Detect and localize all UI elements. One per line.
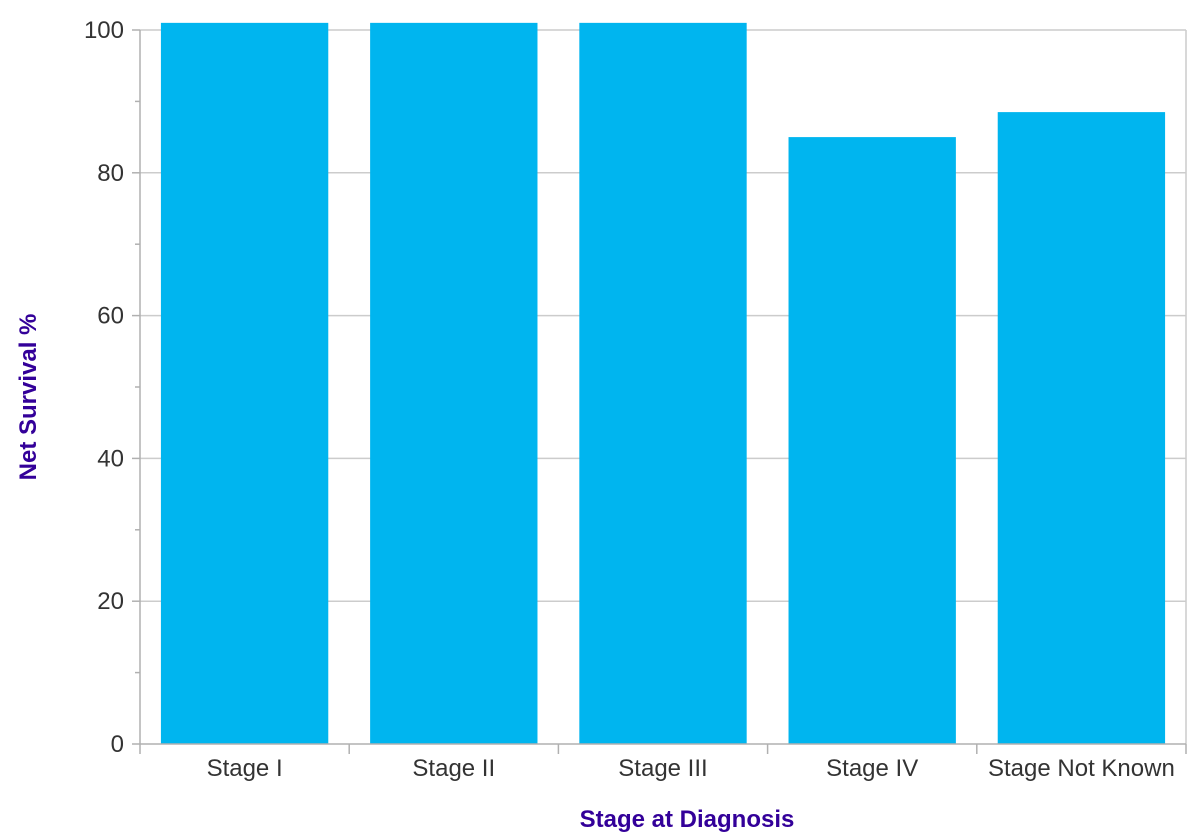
axes (132, 29, 1187, 754)
y-tick-label-4: 80 (97, 160, 124, 187)
bar-2 (579, 22, 747, 745)
y-tick-labels: 0 20 40 60 80 100 (84, 17, 124, 758)
x-axis-title: Stage at Diagnosis (580, 806, 795, 833)
x-tick-label-0: Stage I (207, 755, 283, 782)
y-tick-label-1: 20 (97, 588, 124, 615)
y-tick-label-3: 60 (97, 303, 124, 330)
y-tick-label-2: 40 (97, 445, 124, 472)
y-axis-title: Net Survival % (15, 314, 42, 481)
x-tick-label-4: Stage Not Known (988, 755, 1175, 782)
bar-4 (997, 112, 1166, 745)
y-tick-label-5: 100 (84, 17, 124, 44)
y-tick-label-0: 0 (111, 731, 124, 758)
bar-1 (370, 22, 538, 745)
x-tick-label-1: Stage II (412, 755, 495, 782)
bar-0 (160, 22, 329, 745)
bar-3 (788, 137, 956, 745)
bars (160, 22, 1166, 745)
x-tick-label-2: Stage III (618, 755, 707, 782)
x-tick-labels: Stage I Stage II Stage III Stage IV Stage No… (207, 755, 1175, 782)
x-tick-label-3: Stage IV (826, 755, 918, 782)
